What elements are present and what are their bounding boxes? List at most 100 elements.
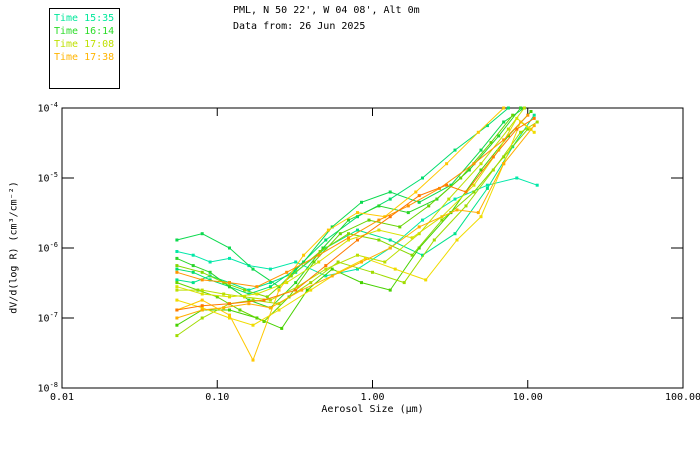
data-point-marker bbox=[251, 323, 255, 327]
data-point-marker bbox=[347, 238, 350, 242]
data-point-marker bbox=[511, 113, 515, 117]
data-point-marker bbox=[305, 288, 309, 292]
data-point-marker bbox=[285, 270, 289, 274]
data-point-marker bbox=[472, 183, 476, 187]
data-point-marker bbox=[535, 120, 539, 124]
data-point-marker bbox=[277, 288, 281, 292]
data-point-marker bbox=[417, 194, 421, 198]
data-point-marker bbox=[268, 281, 272, 285]
data-point-marker bbox=[393, 267, 397, 271]
data-point-marker bbox=[417, 232, 421, 236]
data-point-marker bbox=[277, 302, 281, 306]
data-point-marker bbox=[506, 134, 510, 138]
data-point-marker bbox=[347, 232, 350, 236]
data-point-marker bbox=[208, 260, 212, 264]
series-line bbox=[176, 107, 525, 301]
data-point-marker bbox=[228, 295, 231, 299]
data-point-marker bbox=[289, 274, 293, 278]
data-point-marker bbox=[491, 168, 495, 172]
legend-item-time-1738: Time 17:38 bbox=[54, 52, 115, 63]
y-tick-label: 10-4 bbox=[37, 101, 58, 115]
data-point-marker bbox=[175, 267, 179, 271]
data-point-marker bbox=[255, 292, 259, 296]
data-point-marker bbox=[464, 204, 468, 208]
data-point-marker bbox=[175, 323, 179, 327]
data-point-marker bbox=[453, 148, 457, 152]
data-point-marker bbox=[506, 127, 510, 131]
series-line bbox=[176, 125, 535, 319]
data-point-marker bbox=[398, 225, 402, 229]
data-point-marker bbox=[532, 130, 536, 134]
plot-frame bbox=[61, 107, 684, 389]
data-point-marker bbox=[200, 270, 204, 274]
x-tick-label: 0.10 bbox=[205, 392, 230, 403]
data-point-marker bbox=[489, 141, 493, 145]
data-point-marker bbox=[191, 270, 195, 274]
data-point-marker bbox=[485, 186, 489, 190]
series-line bbox=[176, 111, 532, 330]
x-tick-label: 0.01 bbox=[49, 392, 75, 403]
y-tick-label: 10-7 bbox=[37, 311, 58, 325]
data-point-marker bbox=[491, 155, 495, 159]
data-point-marker bbox=[321, 246, 325, 250]
data-point-marker bbox=[175, 238, 179, 242]
series-line bbox=[176, 107, 521, 309]
data-point-marker bbox=[228, 316, 231, 320]
data-point-marker bbox=[356, 238, 359, 242]
data-point-marker bbox=[360, 260, 363, 264]
data-point-marker bbox=[532, 113, 536, 117]
data-point-marker bbox=[383, 260, 387, 264]
data-point-marker bbox=[356, 267, 359, 271]
data-point-marker bbox=[363, 256, 367, 260]
data-point-marker bbox=[356, 215, 359, 219]
data-point-marker bbox=[502, 155, 506, 159]
data-point-marker bbox=[200, 316, 204, 320]
data-point-marker bbox=[175, 256, 179, 260]
data-point-marker bbox=[421, 176, 424, 180]
data-point-marker bbox=[421, 253, 424, 257]
data-point-marker bbox=[251, 358, 255, 362]
data-point-marker bbox=[324, 264, 328, 268]
data-point-marker bbox=[330, 267, 334, 271]
data-point-marker bbox=[268, 285, 272, 289]
data-point-marker bbox=[324, 238, 328, 242]
data-point-marker bbox=[529, 110, 533, 113]
series-line bbox=[176, 114, 529, 288]
data-point-marker bbox=[208, 278, 212, 282]
data-point-marker bbox=[317, 260, 321, 264]
data-point-marker bbox=[247, 302, 251, 306]
data-point-marker bbox=[485, 124, 489, 128]
data-point-marker bbox=[200, 232, 204, 236]
data-point-marker bbox=[330, 274, 334, 278]
data-point-marker bbox=[208, 270, 212, 274]
data-point-marker bbox=[455, 238, 459, 242]
data-point-marker bbox=[296, 285, 300, 289]
data-point-marker bbox=[175, 278, 179, 282]
data-point-marker bbox=[377, 238, 381, 242]
data-point-marker bbox=[294, 281, 298, 285]
data-point-marker bbox=[277, 308, 281, 312]
x-tick-label: 100.00 bbox=[664, 392, 700, 403]
legend-item-time-1614: Time 16:14 bbox=[54, 26, 115, 37]
data-point-marker bbox=[519, 106, 523, 110]
data-point-marker bbox=[200, 298, 204, 302]
data-point-marker bbox=[476, 130, 480, 134]
data-point-marker bbox=[467, 168, 471, 172]
series-line bbox=[176, 128, 529, 298]
data-point-marker bbox=[479, 148, 483, 152]
data-point-marker bbox=[519, 130, 523, 134]
data-point-marker bbox=[294, 260, 298, 264]
data-point-marker bbox=[336, 260, 340, 264]
data-point-marker bbox=[175, 250, 179, 253]
data-point-marker bbox=[222, 306, 226, 310]
data-point-marker bbox=[251, 267, 255, 271]
data-point-marker bbox=[449, 183, 453, 187]
data-point-marker bbox=[215, 295, 219, 299]
data-point-marker bbox=[459, 176, 463, 180]
data-point-marker bbox=[506, 106, 510, 110]
chart-subtitle: Data from: 26 Jun 2025 bbox=[233, 21, 366, 32]
data-point-marker bbox=[228, 308, 231, 312]
data-point-marker bbox=[228, 313, 231, 317]
data-point-marker bbox=[268, 306, 272, 310]
